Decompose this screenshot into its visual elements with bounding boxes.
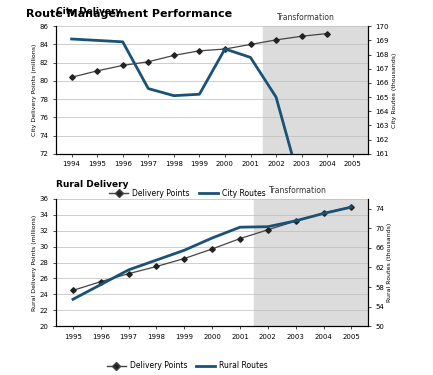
Text: City Delivery: City Delivery: [56, 7, 122, 16]
Bar: [263, 26, 368, 154]
Text: Transformation: Transformation: [269, 186, 327, 195]
Legend: Delivery Points, City Routes: Delivery Points, City Routes: [106, 186, 268, 201]
Text: Transformation: Transformation: [277, 13, 335, 22]
Y-axis label: Rural Delivery Points (millions): Rural Delivery Points (millions): [32, 214, 37, 310]
Y-axis label: City Delivery Points (millions): City Delivery Points (millions): [32, 44, 37, 136]
Bar: [254, 199, 368, 326]
Text: Route Management Performance: Route Management Performance: [26, 9, 232, 20]
Text: Rural Delivery: Rural Delivery: [56, 180, 129, 189]
Y-axis label: City Routes (thousands): City Routes (thousands): [392, 52, 397, 128]
Legend: Delivery Points, Rural Routes: Delivery Points, Rural Routes: [103, 358, 271, 373]
Y-axis label: Rural Routes (thousands): Rural Routes (thousands): [388, 223, 392, 302]
